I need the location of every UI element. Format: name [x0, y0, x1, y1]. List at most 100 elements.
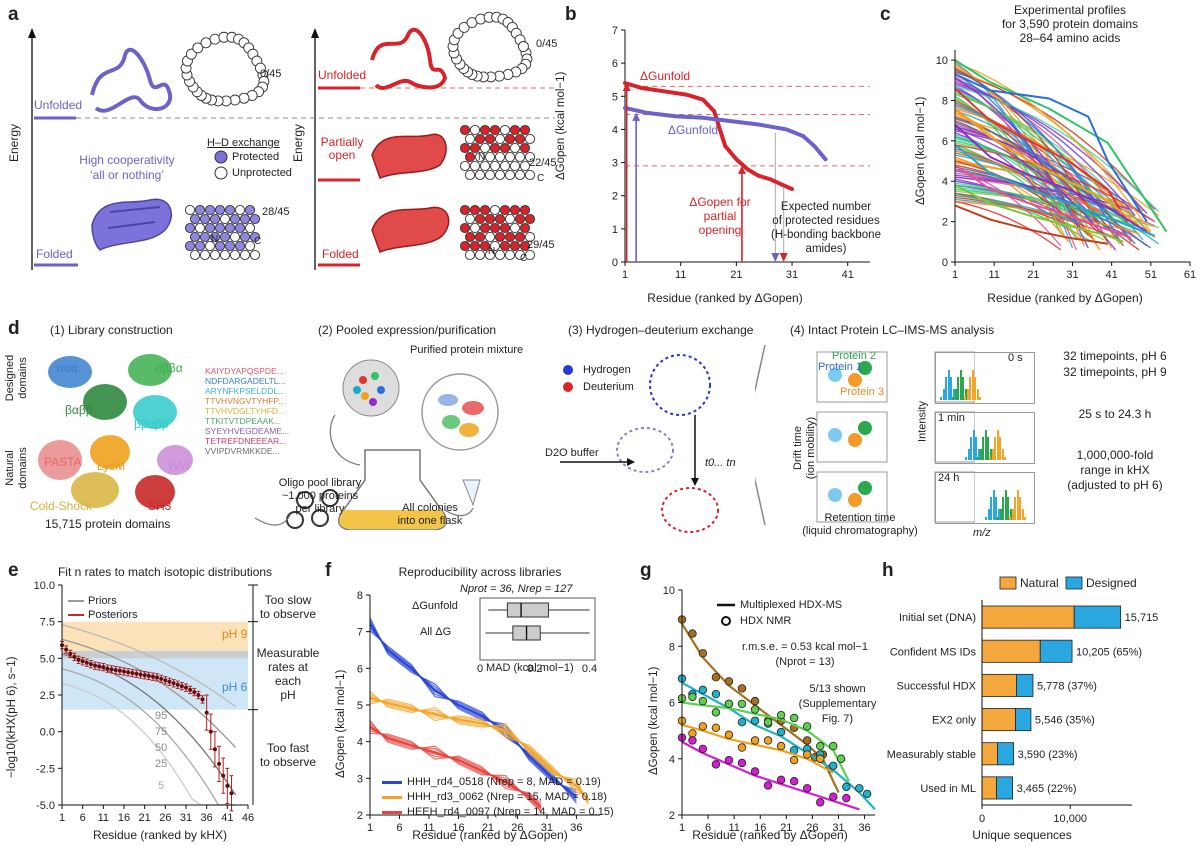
residue-circle: [484, 133, 496, 145]
ms-peak: [970, 436, 972, 460]
c-profile-line: [954, 85, 1160, 213]
g-nmr-point: [698, 722, 708, 731]
count-unfolded-right: 0/45: [536, 38, 558, 50]
g-legend-circle: HDX NMR: [740, 615, 792, 627]
residue-circle: [459, 142, 471, 154]
e-posterior-point: [171, 681, 176, 686]
e-posterior-point: [142, 673, 147, 678]
residue-circle: [200, 37, 212, 49]
residue-circle: [189, 213, 201, 225]
g-nmr-point: [816, 754, 825, 763]
residue-circle: [524, 213, 536, 225]
residue-circle: [189, 231, 201, 243]
e-x-tick-label: 21: [139, 812, 151, 824]
c-series-line: [954, 184, 1124, 243]
e-y-tick-label: -2.5: [36, 763, 55, 775]
arrow-colonies: [329, 414, 361, 466]
residue-circle: [474, 231, 486, 243]
c-x-tick-label: 11: [988, 269, 999, 281]
residue-circle: [234, 222, 246, 234]
g-shown: 5/13 shown (Supplementary Fig. 7): [798, 683, 877, 725]
residue-circle: [494, 133, 506, 145]
d-time1: 1 min: [938, 412, 965, 424]
letter-c-left: C: [254, 236, 262, 247]
c-x-tick-label: 41: [1106, 269, 1118, 281]
c-x-tick-label: 21: [1027, 269, 1039, 281]
g-nmr-point: [829, 741, 838, 751]
residue-circle: [489, 142, 501, 154]
ms-peak: [966, 388, 969, 400]
b-arrow-unfold-red-head: [622, 83, 631, 92]
residue-circle: [514, 151, 526, 163]
ms-peak: [974, 376, 976, 400]
g-nmr-point: [802, 750, 812, 759]
c-y-tick-label: 8: [942, 95, 948, 107]
residue-circle: [199, 231, 211, 243]
residue-circle: [229, 213, 241, 225]
ms-peak: [972, 430, 975, 460]
legend-protected-label: Protected: [232, 151, 280, 163]
panel-label-f: f: [325, 560, 332, 581]
ms-peak: [977, 456, 979, 460]
c-profile-line: [954, 124, 1093, 210]
f-x-tick-label: 36: [570, 822, 582, 834]
h-category-label: Used in ML: [920, 783, 976, 795]
topology-sh3: SH3: [148, 499, 172, 513]
folded-protein-blue-strands: [107, 206, 161, 229]
g-nmr-point: [711, 672, 721, 682]
residue-circle: [499, 240, 511, 252]
residue-circle: [199, 213, 211, 225]
residue-circle: [459, 240, 471, 252]
ms-spectra: [935, 340, 1035, 530]
h-category-label: Successful HDX: [897, 680, 977, 692]
panel-label-a: a: [8, 4, 19, 25]
residue-circle: [494, 231, 506, 243]
h-total-label: 5,778 (37%): [1037, 680, 1097, 692]
f-legend-item: HHH_rd3_0062 (Nrep = 15, MAD = 0.18): [382, 790, 614, 805]
residue-circle: [519, 240, 531, 252]
e-posterior-point: [122, 669, 126, 674]
e-posterior-point: [175, 682, 180, 687]
f-series-line: [369, 696, 589, 801]
e-posterior-point: [155, 675, 160, 680]
b-arrow-partial-head: [737, 165, 746, 174]
count-folded-left: 28/45: [262, 206, 290, 218]
energy-label-left: Energy: [7, 123, 21, 162]
residue-circle: [479, 204, 491, 216]
residue-circle: [484, 213, 496, 225]
residue-circle: [479, 160, 491, 172]
sequence-line: VVIPDVRMKKDE...: [205, 446, 280, 456]
e-posterior-point: [64, 647, 69, 652]
c-y-tick-label: 2: [942, 217, 948, 229]
d-tp6: 32 timepoints, pH 6: [1063, 349, 1167, 363]
residue-circle: [469, 240, 481, 252]
residue-circle: [224, 240, 236, 252]
residue-circle: [514, 213, 526, 225]
domain-abba: [128, 354, 172, 386]
g-nmr-point: [737, 684, 747, 693]
g-nmr-point: [711, 708, 721, 717]
e-band-ph6: [62, 651, 248, 710]
g-x-tick-label: 1: [679, 822, 685, 834]
ms-peak: [975, 436, 977, 460]
g-nmr-point: [763, 736, 773, 745]
e-posterior-point: [72, 654, 77, 659]
e-posterior-point: [130, 671, 135, 675]
ms-peak: [965, 456, 967, 460]
g-nmr-point: [711, 723, 721, 733]
g-nmr-point: [789, 755, 799, 765]
unfolded-protein-blue: [90, 47, 173, 113]
c-profile-line: [954, 148, 1101, 235]
g-nmr-point: [776, 727, 786, 737]
f-x-tick-label: 6: [396, 822, 402, 834]
g-nmr-point: [789, 713, 799, 723]
sequence-line: TTVHVNGVTYHFP...: [205, 396, 286, 406]
c-series-line: [954, 164, 1132, 239]
f-inset-n: Nprot = 36, Nrep = 127: [460, 583, 573, 595]
g-nmr-point: [802, 722, 812, 731]
ms-peak: [997, 516, 999, 520]
h-legend-label: Designed: [1086, 576, 1137, 590]
ms-peak: [979, 396, 981, 400]
e-x-tick-label: 26: [159, 812, 171, 824]
